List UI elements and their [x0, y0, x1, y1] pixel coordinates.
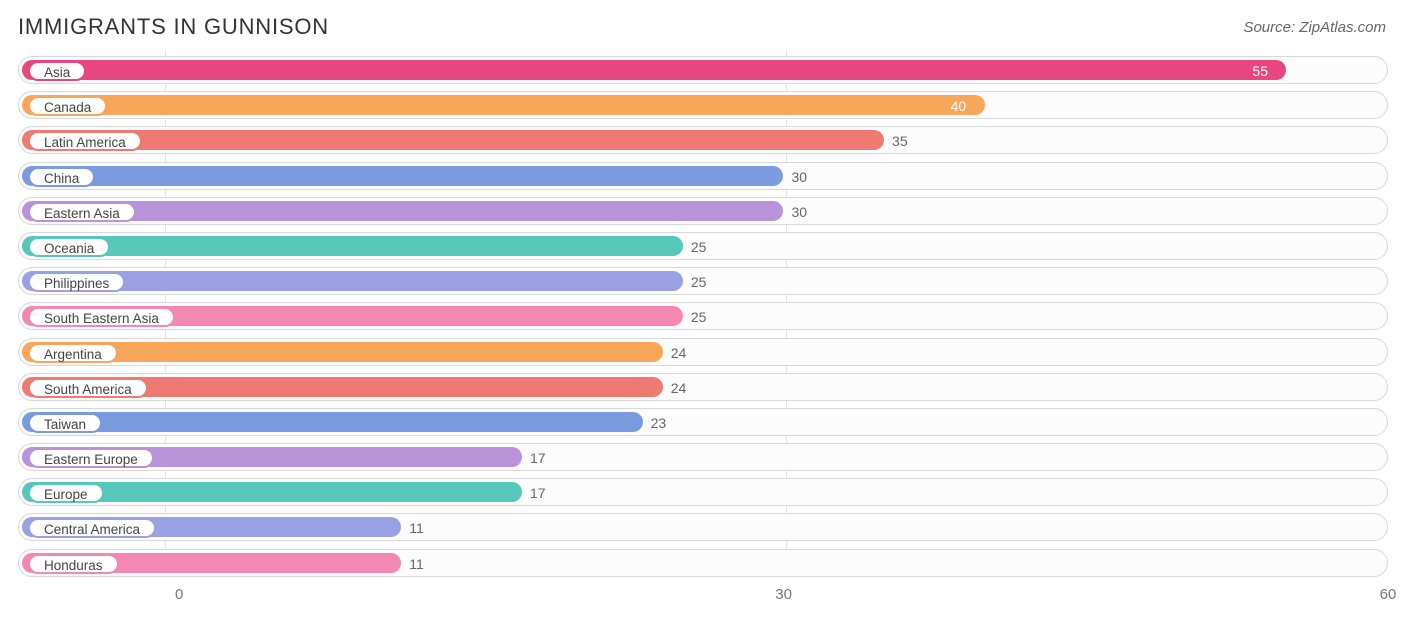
chart-source: Source: ZipAtlas.com: [1243, 19, 1386, 36]
bar-value: 30: [791, 163, 807, 191]
chart-area: Asia55Canada40Latin America35China30East…: [0, 50, 1406, 577]
bar-value: 11: [409, 550, 424, 578]
chart-title: IMMIGRANTS IN GUNNISON: [18, 14, 329, 40]
bar-value: 11: [409, 514, 424, 542]
bar-value: 55: [1252, 57, 1268, 85]
bar-fill: [22, 130, 884, 150]
bar-row: Canada 40: [18, 91, 1388, 119]
bar-fill: [22, 60, 1286, 80]
x-tick: 60: [1380, 586, 1397, 603]
chart-header: IMMIGRANTS IN GUNNISON Source: ZipAtlas.…: [0, 0, 1406, 50]
bar-row: Philippines 25: [18, 267, 1388, 295]
bar-value: 25: [691, 268, 707, 296]
bar-value: 23: [651, 409, 667, 437]
bar-label-pill: Eastern Asia: [28, 202, 136, 222]
bar-label-pill: Latin America: [28, 131, 142, 151]
bar-value: 40: [951, 92, 967, 120]
bar-fill: [22, 412, 643, 432]
bar-value: 30: [791, 198, 807, 226]
bar-value: 24: [671, 374, 687, 402]
bar-row: Central America 11: [18, 513, 1388, 541]
bar-row: China 30: [18, 162, 1388, 190]
bar-value: 25: [691, 233, 707, 261]
bar-label-pill: South America: [28, 378, 148, 398]
bar-label-pill: Asia: [28, 61, 86, 81]
bar-value: 35: [892, 127, 908, 155]
bar-label-pill: Europe: [28, 483, 104, 503]
bar-label-pill: China: [28, 167, 95, 187]
bar-fill: [22, 236, 683, 256]
bar-value: 17: [530, 444, 546, 472]
bar-label-pill: South Eastern Asia: [28, 307, 175, 327]
bar-label-pill: Argentina: [28, 343, 118, 363]
bar-fill: [22, 201, 783, 221]
bar-fill: [22, 342, 663, 362]
bar-value: 17: [530, 479, 546, 507]
bar-row: Europe 17: [18, 478, 1388, 506]
bar-row: Honduras 11: [18, 549, 1388, 577]
bar-row: Eastern Europe 17: [18, 443, 1388, 471]
bar-label-pill: Philippines: [28, 272, 125, 292]
bar-label-pill: Honduras: [28, 554, 119, 574]
bar-value: 24: [671, 339, 687, 367]
bar-row: Asia 55: [18, 56, 1388, 84]
bar-row: Taiwan 23: [18, 408, 1388, 436]
bar-value: 25: [691, 303, 707, 331]
x-tick: 30: [775, 586, 792, 603]
bar-row: Oceania 25: [18, 232, 1388, 260]
bar-row: Latin America 35: [18, 126, 1388, 154]
x-axis: 03060: [18, 584, 1388, 610]
bar-label-pill: Central America: [28, 518, 156, 538]
bar-fill: [22, 95, 985, 115]
bar-row: South Eastern Asia 25: [18, 302, 1388, 330]
bar-fill: [22, 166, 783, 186]
bar-row: South America 24: [18, 373, 1388, 401]
bar-row: Eastern Asia 30: [18, 197, 1388, 225]
bar-row: Argentina 24: [18, 338, 1388, 366]
bar-label-pill: Oceania: [28, 237, 110, 257]
x-tick: 0: [175, 586, 183, 603]
bar-label-pill: Eastern Europe: [28, 448, 154, 468]
bar-label-pill: Taiwan: [28, 413, 102, 433]
bar-label-pill: Canada: [28, 96, 107, 116]
